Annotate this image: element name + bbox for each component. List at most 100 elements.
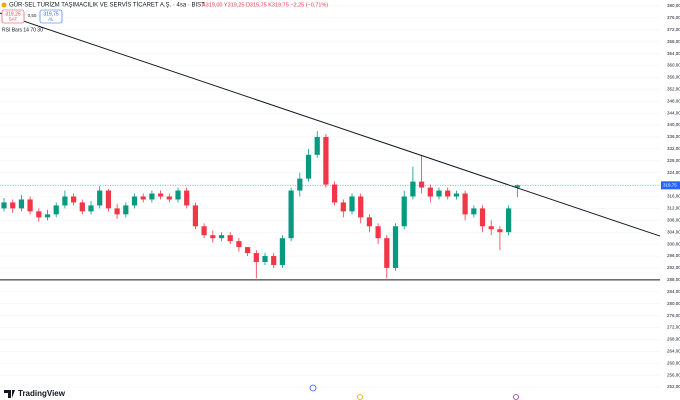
symbol-title: GÜR-SEL TURİZM TAŞIMACILIK VE SERVİS TİC… — [9, 2, 205, 9]
y-tick-label: 280,00 — [667, 301, 680, 306]
y-tick-label: 260,00 — [667, 360, 680, 365]
candle-body — [506, 208, 512, 233]
y-tick-label: 324,00 — [667, 170, 680, 175]
last-price-tag — [661, 181, 680, 190]
spread: 0,50 — [28, 13, 37, 18]
y-tick-label: 256,00 — [667, 372, 680, 377]
candle-body — [384, 238, 390, 268]
candle-body — [375, 226, 381, 239]
y-tick-label: 380,00 — [667, 3, 680, 8]
candle-body — [453, 193, 460, 197]
sell-label: SAT — [9, 17, 18, 22]
buy-price: 319,75 — [43, 11, 59, 17]
y-tick-label: 276,00 — [667, 313, 680, 318]
candle-body — [114, 208, 120, 215]
y-tick-label: 376,00 — [667, 15, 680, 20]
sell-price: 319,25 — [5, 11, 21, 17]
candle-body — [70, 196, 77, 203]
candle-body — [462, 193, 468, 215]
candle-body — [175, 190, 181, 200]
symbol-icon — [1, 2, 7, 8]
candle-body — [105, 190, 112, 209]
y-tick-label: 252,00 — [667, 384, 680, 389]
candle-body — [149, 193, 155, 200]
y-tick-label: 300,00 — [667, 241, 680, 246]
candle-body — [479, 208, 486, 227]
last-price-label: 319,75 — [663, 183, 677, 188]
candle-body — [297, 178, 303, 191]
indicator-label: RSI Bars 14 70 30 — [2, 27, 43, 33]
candle-body — [27, 199, 33, 212]
candle-body — [244, 247, 251, 254]
y-tick-label: 292,00 — [667, 265, 680, 270]
candle-body — [227, 235, 233, 242]
candle-body — [192, 205, 199, 227]
candle-body — [1, 202, 7, 209]
candle-body — [218, 235, 225, 239]
candle-body — [349, 196, 355, 212]
y-tick-label: 336,00 — [667, 134, 680, 139]
y-tick-label: 308,00 — [667, 217, 680, 222]
candle-body — [305, 154, 312, 179]
candle-body — [366, 217, 373, 227]
brand-name: TradingView — [18, 389, 66, 398]
candle-body — [97, 190, 103, 206]
y-tick-label: 372,00 — [667, 27, 680, 32]
drawn-line — [0, 12, 661, 237]
candle-body — [358, 196, 364, 218]
candle-body — [497, 229, 503, 233]
y-tick-label: 268,00 — [667, 337, 680, 342]
buy-label: AL — [48, 17, 54, 22]
candle-body — [262, 256, 268, 262]
candle-body — [514, 185, 520, 188]
y-tick-label: 288,00 — [667, 277, 680, 282]
candle-body — [410, 181, 416, 197]
y-tick-label: 340,00 — [667, 122, 680, 127]
event-marker[interactable] — [309, 384, 317, 392]
y-tick-label: 328,00 — [667, 158, 680, 163]
candle-body — [88, 205, 94, 212]
ohlc-text: A319,00 Y319,25 D315,75 K319,75 −2,25 (−… — [202, 2, 328, 8]
candle-body — [201, 226, 207, 236]
y-tick-label: 316,00 — [667, 194, 680, 199]
y-tick-label: 296,00 — [667, 253, 680, 258]
candle-body — [18, 199, 25, 209]
y-tick-label: 348,00 — [667, 98, 680, 103]
candle-body — [323, 136, 329, 185]
candle-body — [53, 205, 59, 215]
candle-body — [445, 190, 451, 197]
candle-body — [332, 184, 338, 203]
buy-button[interactable] — [39, 9, 63, 24]
candle-body — [471, 208, 477, 215]
candle-body — [157, 193, 164, 197]
candle-body — [392, 226, 399, 268]
y-tick-label: 344,00 — [667, 110, 680, 115]
y-tick-label: 312,00 — [667, 206, 680, 211]
candle-body — [44, 214, 51, 218]
candle-body — [253, 253, 259, 262]
candle-body — [123, 205, 129, 215]
y-tick-label: 360,00 — [667, 63, 680, 68]
y-tick-label: 356,00 — [667, 75, 680, 80]
y-tick-label: 272,00 — [667, 325, 680, 330]
candle-body — [271, 256, 277, 265]
candle-body — [488, 226, 494, 230]
candle-body — [340, 202, 346, 212]
y-tick-label: 368,00 — [667, 39, 680, 44]
candle-body — [79, 202, 85, 212]
brand-logo — [4, 390, 15, 398]
candle-body — [427, 187, 433, 197]
candle-body — [62, 196, 68, 206]
y-tick-label: 284,00 — [667, 289, 680, 294]
candle-body — [419, 181, 425, 188]
candle-body — [36, 211, 42, 218]
plot: 380,00 376,00 372,00 368,00 364,00 360,00 356,… — [0, 3, 680, 389]
candle-body — [140, 196, 146, 200]
candle-body — [401, 196, 407, 227]
sell-button[interactable] — [1, 9, 25, 24]
y-tick-label: 304,00 — [667, 229, 680, 234]
candle-body — [279, 238, 286, 265]
y-tick-label: 264,00 — [667, 348, 680, 353]
